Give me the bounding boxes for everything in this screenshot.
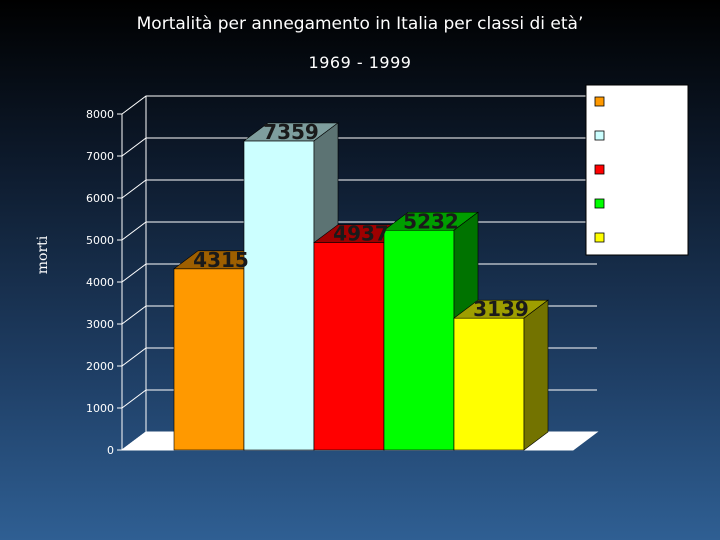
gridline [121, 95, 597, 115]
value-label: 4315 [193, 248, 249, 272]
legend-swatch [594, 232, 605, 243]
bars [173, 122, 549, 451]
y-tick-label: 6000 [86, 192, 114, 205]
chart-title: Mortalità per annegamento in Italia per … [136, 14, 584, 34]
y-tick-label: 0 [107, 444, 114, 457]
legend-swatch [594, 96, 605, 107]
legend: 0-14 15-29 30-49 50-69 70 e oltre [585, 84, 689, 256]
gridline [121, 137, 597, 157]
value-label: 5232 [403, 209, 459, 233]
gridline [121, 179, 597, 199]
legend-label: 30-49 [610, 163, 655, 179]
y-tick-label: 2000 [86, 360, 114, 373]
y-tick-label: 7000 [86, 150, 114, 163]
bar-70-e-oltre [453, 299, 549, 451]
y-tick-label: 5000 [86, 234, 114, 247]
legend-swatch [594, 130, 605, 141]
value-label: 3139 [473, 297, 529, 321]
legend-label: 15-29 [610, 129, 655, 145]
y-axis-ticks: 0 1000 2000 3000 4000 5000 6000 7000 8000 [86, 108, 122, 457]
legend-label: 50-69 [610, 197, 655, 213]
legend-swatch [594, 198, 605, 209]
value-label: 7359 [263, 120, 319, 144]
legend-label: 0-14 [610, 95, 645, 111]
y-tick-label: 1000 [86, 402, 114, 415]
legend-label: 70 e oltre [610, 231, 686, 247]
chart-subtitle: 1969 - 1999 [308, 53, 412, 72]
y-axis-label: morti [35, 235, 51, 274]
y-tick-label: 4000 [86, 276, 114, 289]
y-tick-label: 3000 [86, 318, 114, 331]
value-label: 4937 [333, 222, 389, 246]
legend-swatch [594, 164, 605, 175]
y-tick-label: 8000 [86, 108, 114, 121]
value-labels: 4315 7359 4937 5232 3139 [193, 120, 529, 321]
